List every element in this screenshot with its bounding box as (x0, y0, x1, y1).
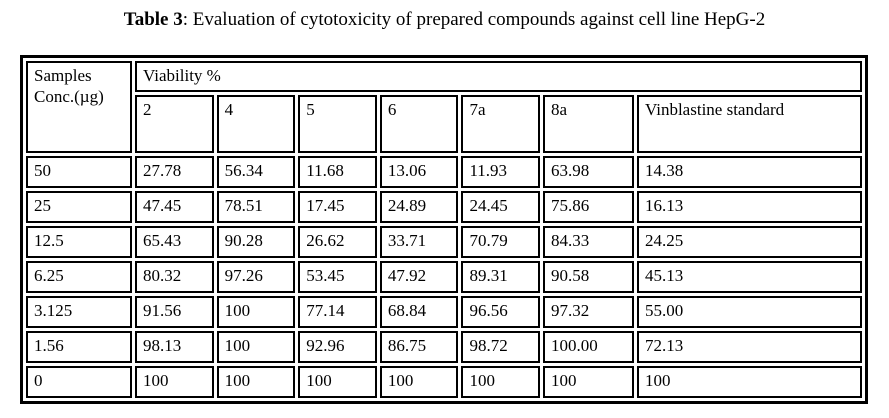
header-row: 2 4 5 6 7a 8a Vinblastine standard (26, 95, 862, 153)
value-cell: 53.45 (298, 261, 377, 293)
value-cell: 24.45 (461, 191, 541, 223)
value-cell: 68.84 (379, 296, 459, 328)
concentration-cell: 6.25 (26, 261, 132, 293)
table-body: Samples Conc.(µg) Viability % 2 4 5 6 7a 8a Vin… (26, 61, 862, 398)
column-header: 5 (298, 95, 377, 153)
value-cell: 45.13 (636, 261, 862, 293)
value-cell: 16.13 (636, 191, 862, 223)
table-caption: Table 3: Evaluation of cytotoxicity of p… (0, 9, 889, 31)
concentration-cell: 25 (26, 191, 132, 223)
value-cell: 100 (379, 366, 459, 398)
value-cell: 97.26 (216, 261, 296, 293)
value-cell: 75.86 (543, 191, 634, 223)
value-cell: 72.13 (636, 331, 862, 363)
data-row: 25 47.45 78.51 17.45 24.89 24.45 75.86 16.13 (26, 191, 862, 223)
value-cell: 70.79 (461, 226, 541, 258)
value-cell: 84.33 (543, 226, 634, 258)
value-cell: 100 (543, 366, 634, 398)
value-cell: 98.72 (461, 331, 541, 363)
value-cell: 27.78 (135, 156, 214, 188)
value-cell: 26.62 (298, 226, 377, 258)
value-cell: 33.71 (379, 226, 459, 258)
data-row: 50 27.78 56.34 11.68 13.06 11.93 63.98 14.38 (26, 156, 862, 188)
value-cell: 13.06 (379, 156, 459, 188)
value-cell: 14.38 (636, 156, 862, 188)
value-cell: 47.45 (135, 191, 214, 223)
value-cell: 92.96 (298, 331, 377, 363)
value-cell: 24.89 (379, 191, 459, 223)
concentration-cell: 1.56 (26, 331, 132, 363)
concentration-cell: 50 (26, 156, 132, 188)
header-row: Samples Conc.(µg) Viability % (26, 61, 862, 153)
value-cell: 100 (636, 366, 862, 398)
column-header: Vinblastine standard (636, 95, 862, 153)
column-header: 7a (461, 95, 541, 153)
data-table: Samples Conc.(µg) Viability % 2 4 5 6 7a 8a Vin… (20, 55, 868, 404)
value-cell: 86.75 (379, 331, 459, 363)
value-cell: 55.00 (636, 296, 862, 328)
caption-label: Table 3 (123, 9, 183, 30)
value-cell: 90.58 (543, 261, 634, 293)
caption-text: : Evaluation of cytotoxicity of prepared… (182, 9, 766, 30)
value-cell: 96.56 (461, 296, 541, 328)
value-cell: 100 (216, 331, 296, 363)
column-header: 4 (216, 95, 296, 153)
concentration-cell: 12.5 (26, 226, 132, 258)
column-header: 8a (543, 95, 634, 153)
value-cell: 100 (298, 366, 377, 398)
value-cell: 100 (216, 366, 296, 398)
concentration-cell: 3.125 (26, 296, 132, 328)
value-cell: 98.13 (135, 331, 214, 363)
data-row: 3.125 91.56 100 77.14 68.84 96.56 97.32 55.00 (26, 296, 862, 328)
value-cell: 90.28 (216, 226, 296, 258)
value-cell: 11.93 (461, 156, 541, 188)
corner-line: Samples (34, 66, 92, 85)
data-row: 6.25 80.32 97.26 53.45 47.92 89.31 90.58 45.13 (26, 261, 862, 293)
value-cell: 100 (135, 366, 214, 398)
value-cell: 100.00 (543, 331, 634, 363)
value-cell: 91.56 (135, 296, 214, 328)
value-cell: 47.92 (379, 261, 459, 293)
group-header: Viability % (135, 61, 862, 92)
value-cell: 77.14 (298, 296, 377, 328)
value-cell: 78.51 (216, 191, 296, 223)
value-cell: 100 (216, 296, 296, 328)
value-cell: 11.68 (298, 156, 377, 188)
value-cell: 63.98 (543, 156, 634, 188)
value-cell: 100 (461, 366, 541, 398)
value-cell: 97.32 (543, 296, 634, 328)
value-cell: 56.34 (216, 156, 296, 188)
value-cell: 89.31 (461, 261, 541, 293)
value-cell: 80.32 (135, 261, 214, 293)
corner-line: Conc.(µg) (34, 87, 104, 106)
corner-cell: Samples Conc.(µg) (26, 61, 132, 153)
value-cell: 24.25 (636, 226, 862, 258)
column-header: 2 (135, 95, 214, 153)
data-row: 1.56 98.13 100 92.96 86.75 98.72 100.00 72.13 (26, 331, 862, 363)
data-row: 12.5 65.43 90.28 26.62 33.71 70.79 84.33 24.25 (26, 226, 862, 258)
concentration-cell: 0 (26, 366, 132, 398)
data-row: 0 100 100 100 100 100 100 100 (26, 366, 862, 398)
value-cell: 65.43 (135, 226, 214, 258)
column-header: 6 (379, 95, 459, 153)
value-cell: 17.45 (298, 191, 377, 223)
